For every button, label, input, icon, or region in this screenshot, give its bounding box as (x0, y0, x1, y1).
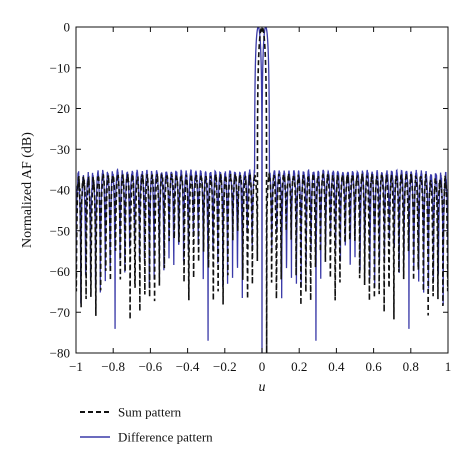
x-tick-label: 0.4 (328, 359, 345, 374)
x-tick-label: 0.8 (403, 359, 419, 374)
y-tick-label: −60 (50, 264, 70, 279)
x-tick-label: −0.8 (101, 359, 125, 374)
x-tick-label: 0.2 (291, 359, 307, 374)
x-tick-label: 0 (259, 359, 266, 374)
y-tick-label: −70 (50, 305, 70, 320)
y-tick-label: −80 (50, 346, 70, 361)
y-tick-label: 0 (64, 20, 71, 35)
x-tick-label: 0.6 (365, 359, 382, 374)
y-tick-label: −50 (50, 223, 70, 238)
x-tick-label: −0.4 (176, 359, 200, 374)
series-line-sum (76, 27, 448, 353)
legend: Sum pattern Difference pattern (80, 405, 213, 445)
legend-label-sum: Sum pattern (118, 405, 182, 420)
y-axis-label: Normalized AF (dB) (20, 132, 35, 248)
x-tick-label: −1 (69, 359, 83, 374)
y-tick-label: −10 (50, 60, 70, 75)
x-axis-label: u (259, 380, 266, 395)
y-tick-label: −40 (50, 183, 70, 198)
series-layer (76, 27, 448, 353)
ticks-layer: −1 −0.8 −0.6 −0.4 −0.2 0 0.2 0.4 0.6 0.8 1 0 −10 −20 −… (50, 20, 452, 375)
legend-label-difference: Difference pattern (118, 430, 213, 445)
x-tick-label: −0.6 (139, 359, 163, 374)
y-tick-label: −30 (50, 142, 70, 157)
x-tick-label: −0.2 (213, 359, 237, 374)
x-tick-label: 1 (445, 359, 452, 374)
y-tick-label: −20 (50, 101, 70, 116)
series-line-difference (76, 27, 448, 353)
